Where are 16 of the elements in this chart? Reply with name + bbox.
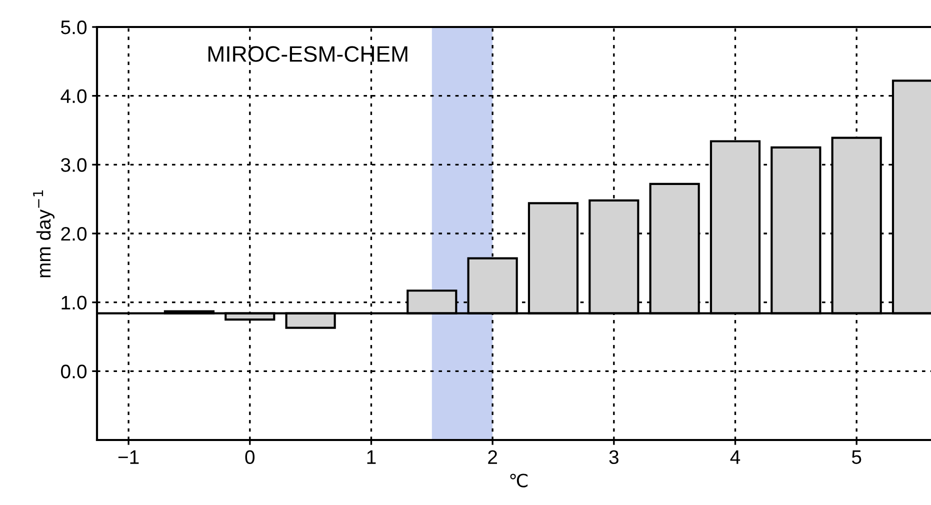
x-tick-label: 5 bbox=[852, 450, 862, 464]
y-tick-label: 5.0 bbox=[61, 20, 87, 34]
y-tick-label: 4.0 bbox=[60, 89, 87, 104]
x-tick-label: 1 bbox=[367, 450, 376, 464]
y-tick-label: 3.0 bbox=[60, 158, 87, 172]
x-tick-label: 4 bbox=[730, 450, 740, 464]
y-tick-label: 1.0 bbox=[62, 296, 87, 310]
y-axis-title: mm day$^{−1}$ bbox=[33, 190, 55, 278]
annotation: MIROC-ESM-CHEM bbox=[208, 46, 408, 62]
x-axis-title: ℃ bbox=[510, 474, 528, 488]
x-tick-label: −1 bbox=[118, 450, 139, 464]
y-tick-label: 0.0 bbox=[61, 364, 87, 378]
x-tick-label: 2 bbox=[488, 450, 497, 464]
x-tick-label: 3 bbox=[609, 450, 618, 464]
y-tick-label: 2.0 bbox=[61, 226, 87, 241]
x-tick-label: 0 bbox=[245, 450, 255, 464]
